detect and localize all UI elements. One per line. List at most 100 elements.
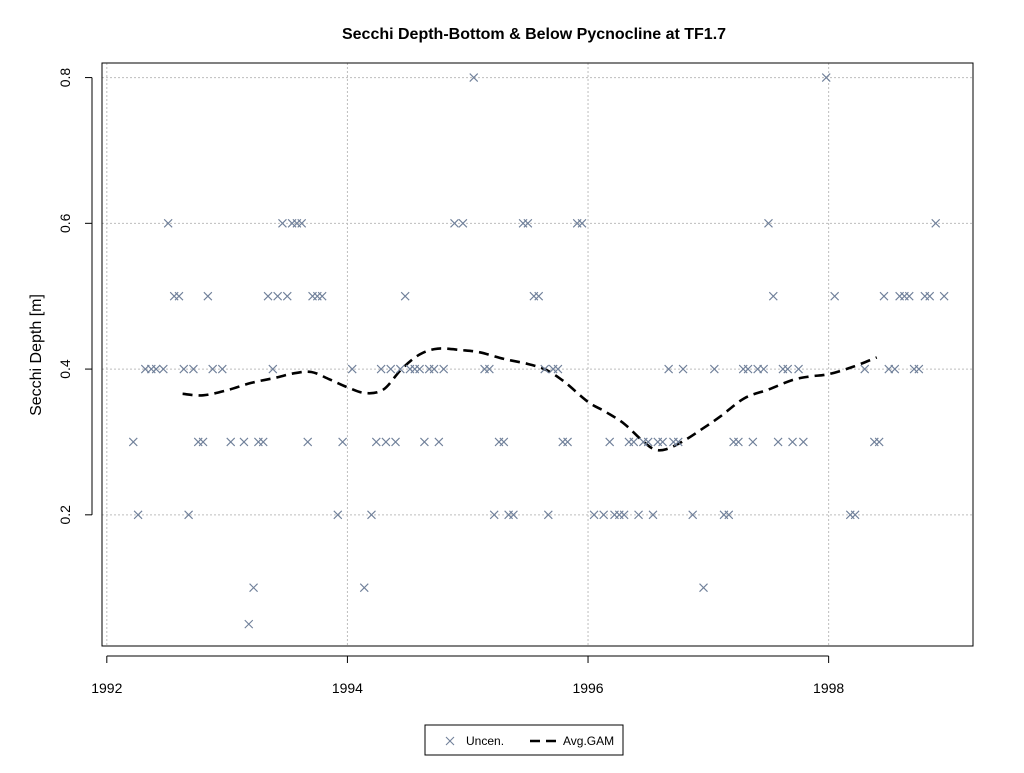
point-mark: [420, 437, 429, 447]
x-axis: 1992 1994 1996 1998: [91, 655, 844, 696]
point-mark: [151, 364, 161, 374]
point-mark: [239, 437, 249, 447]
point-mark: [643, 437, 653, 447]
y-tick-label: 0.2: [57, 505, 73, 525]
point-mark: [605, 437, 615, 447]
plot-frame: [101, 62, 974, 647]
point-mark: [577, 218, 587, 228]
point-mark: [794, 364, 803, 374]
point-mark: [429, 364, 439, 374]
point-mark: [400, 291, 410, 301]
point-mark: [244, 619, 254, 629]
y-axis: 0.2 0.4 0.6 0.8: [57, 68, 93, 525]
point-mark: [203, 291, 213, 301]
point-mark: [163, 218, 173, 228]
y-tick-label: 0.8: [57, 68, 73, 88]
point-mark: [553, 364, 563, 374]
chart-title: Secchi Depth-Bottom & Below Pycnocline a…: [342, 26, 726, 43]
point-mark: [523, 218, 533, 228]
point-mark: [734, 437, 743, 447]
point-mark: [249, 583, 258, 593]
point-mark: [254, 437, 263, 447]
point-mark: [439, 364, 449, 374]
point-mark: [540, 364, 550, 374]
x-tick-label: 1996: [572, 680, 603, 696]
point-mark: [133, 510, 143, 520]
point-mark: [518, 218, 528, 228]
point-mark: [367, 510, 376, 520]
point-mark: [890, 364, 900, 374]
point-mark: [489, 510, 499, 520]
y-axis-label: Secchi Depth [m]: [28, 294, 45, 416]
point-mark: [529, 291, 539, 301]
point-mark: [395, 364, 405, 374]
point-mark: [904, 291, 914, 301]
point-mark: [653, 437, 663, 447]
point-mark: [499, 437, 509, 447]
point-mark: [788, 437, 797, 447]
point-mark: [268, 364, 278, 374]
point-mark: [724, 510, 734, 520]
point-mark: [312, 291, 322, 301]
point-mark: [386, 364, 396, 374]
legend-x-icon: [445, 736, 455, 746]
point-mark: [821, 73, 831, 82]
point-mark: [939, 291, 949, 301]
point-mark: [673, 437, 683, 447]
point-mark: [773, 437, 783, 447]
point-mark: [263, 291, 273, 301]
point-mark: [297, 218, 307, 228]
point-mark: [914, 364, 924, 374]
point-mark: [128, 437, 138, 447]
point-mark: [208, 364, 218, 374]
point-mark: [217, 364, 227, 374]
point-mark: [874, 437, 884, 447]
point-mark: [748, 437, 758, 447]
point-mark: [589, 510, 599, 520]
point-mark: [184, 510, 194, 520]
point-mark: [317, 291, 327, 301]
point-mark: [850, 510, 860, 520]
point-mark: [619, 510, 629, 520]
x-tick-label: 1998: [813, 680, 844, 696]
point-mark: [273, 291, 283, 301]
point-mark: [450, 218, 459, 228]
point-mark: [709, 364, 719, 374]
point-mark: [669, 437, 678, 447]
point-mark: [415, 364, 424, 374]
point-mark: [895, 291, 905, 301]
point-mark: [699, 583, 708, 593]
point-mark: [371, 437, 381, 447]
point-mark: [381, 437, 391, 447]
point-mark: [469, 73, 479, 82]
legend-label-avg-gam: Avg.GAM: [563, 734, 614, 748]
gam-curve-layer: [182, 347, 878, 452]
point-mark: [258, 437, 268, 447]
grid: [102, 63, 973, 646]
point-mark: [931, 218, 941, 228]
legend-label-uncen: Uncen.: [466, 734, 504, 748]
point-mark: [629, 437, 639, 447]
point-mark: [174, 291, 184, 301]
point-mark: [658, 437, 668, 447]
point-mark: [634, 510, 643, 520]
y-tick-label: 0.4: [57, 359, 73, 379]
point-mark: [599, 510, 609, 520]
point-mark: [193, 437, 203, 447]
point-mark: [830, 291, 840, 301]
gam-line: [182, 347, 878, 452]
point-mark: [778, 364, 788, 374]
point-mark: [638, 437, 648, 447]
point-mark: [278, 218, 287, 228]
point-mark: [688, 510, 698, 520]
point-mark: [158, 364, 168, 374]
point-mark: [484, 364, 494, 374]
point-mark: [764, 218, 773, 228]
point-mark: [869, 437, 879, 447]
point-mark: [347, 364, 357, 374]
point-mark: [558, 437, 568, 447]
point-mark: [860, 364, 870, 374]
point-mark: [303, 437, 313, 447]
